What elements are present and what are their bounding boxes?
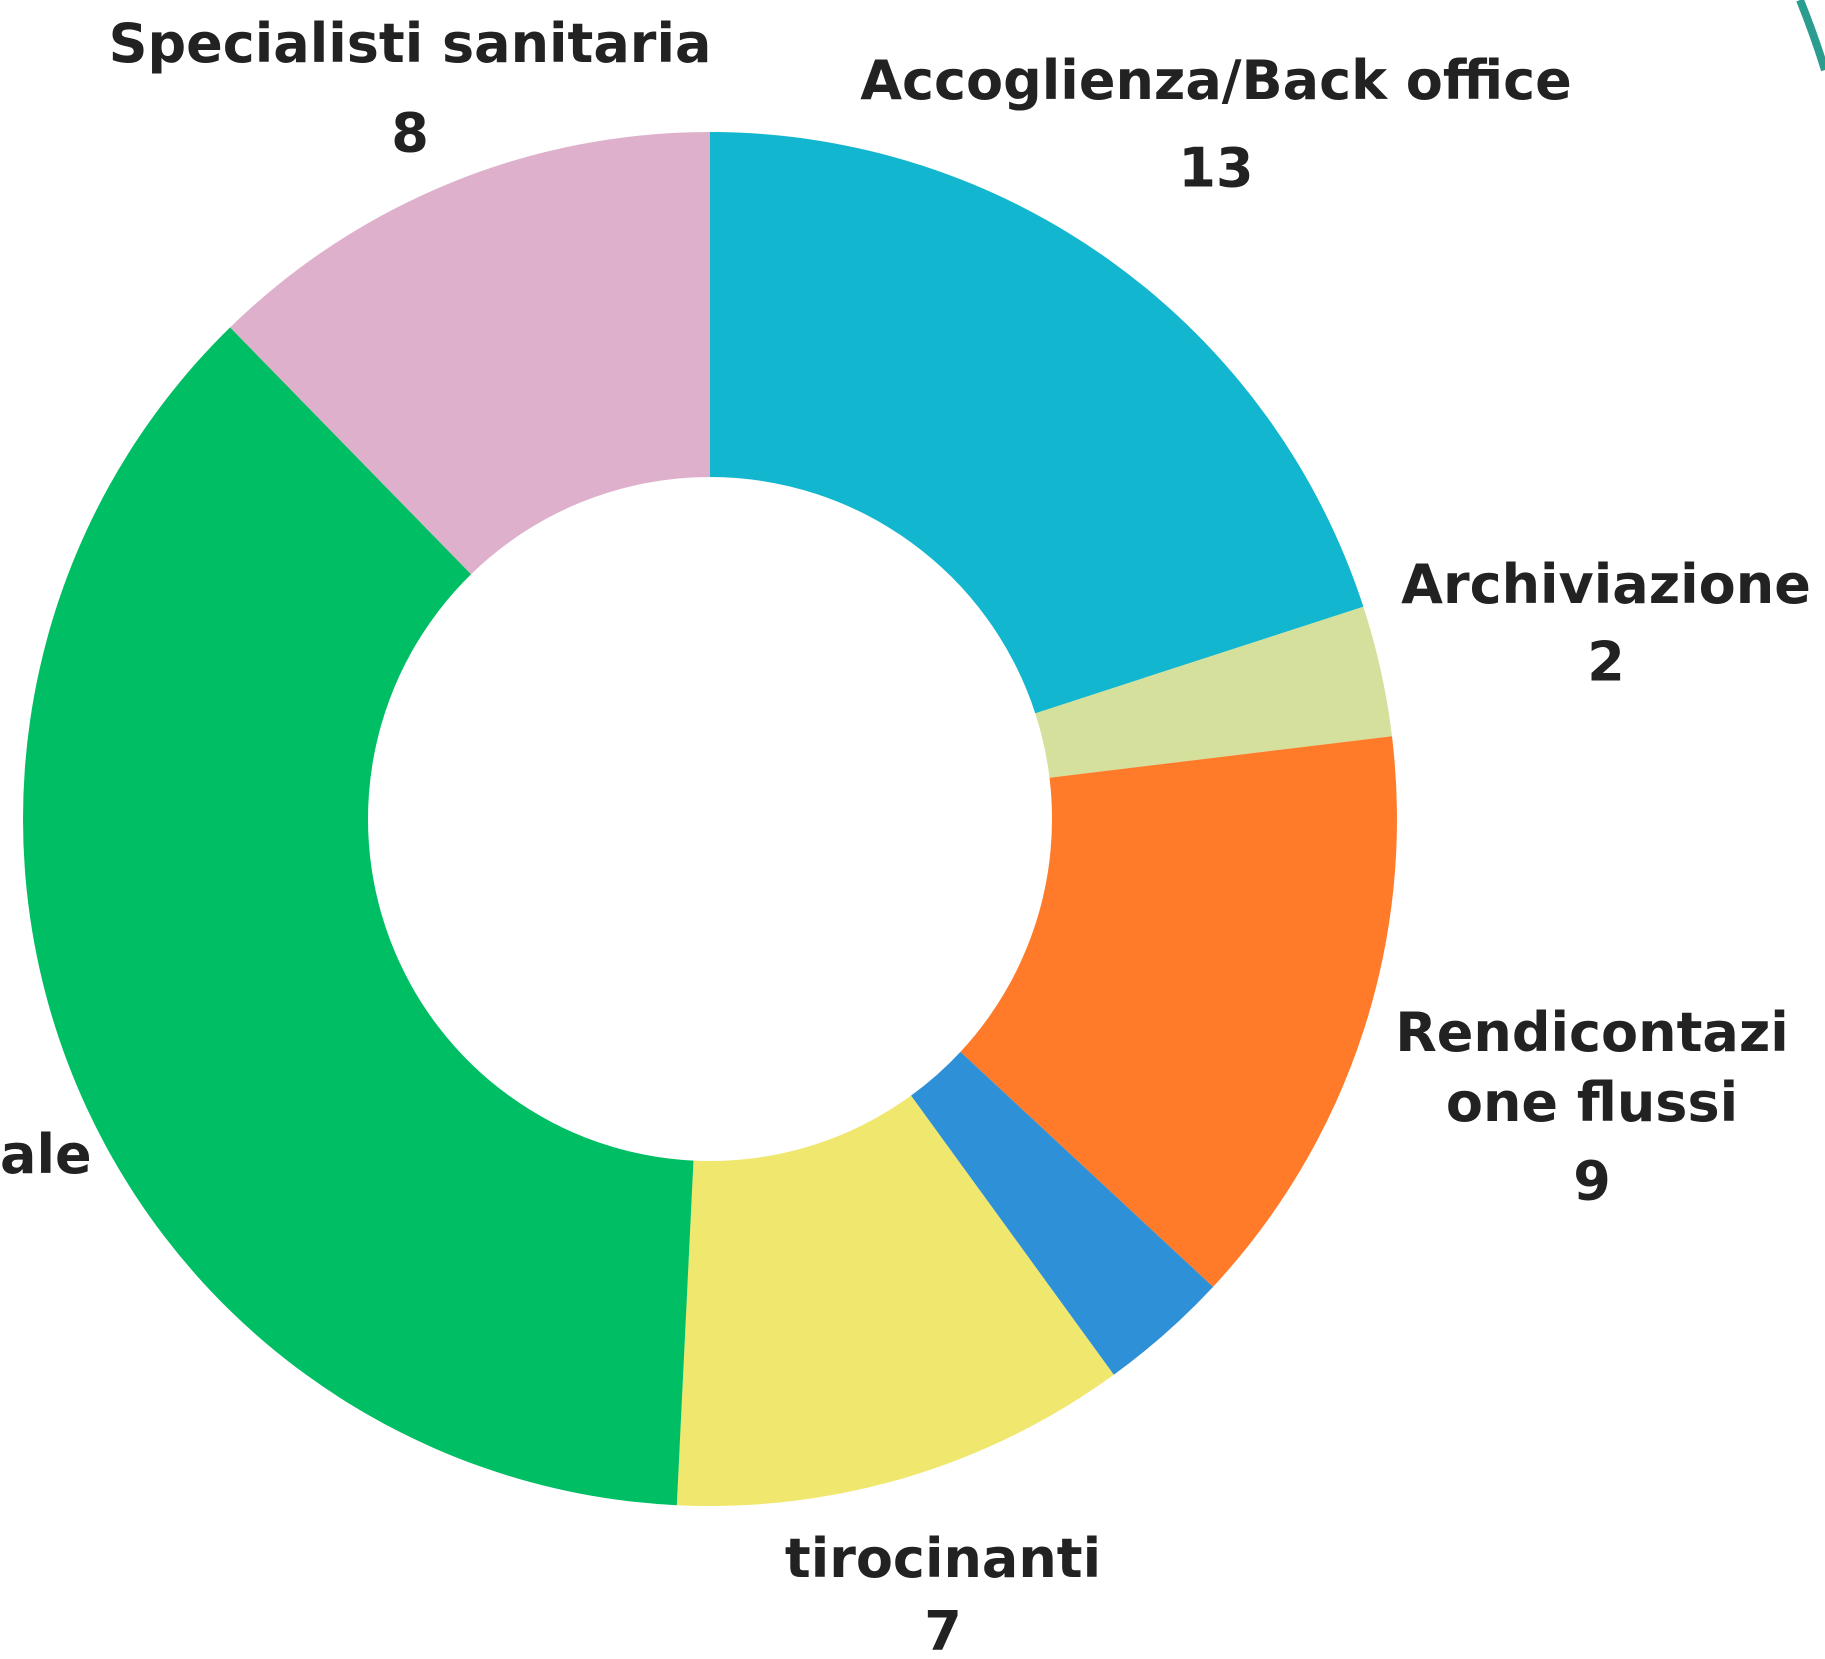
segment-label: Rendicontazi one flussi [1395, 1001, 1789, 1134]
donut-segment [676, 1095, 1114, 1507]
decoration-arc [1796, 0, 1825, 72]
value-label: 2 [1587, 631, 1625, 694]
segment-label: tirocinanti [785, 1527, 1101, 1590]
segment-label: Specialisti sanitaria [109, 12, 712, 75]
label-line: ale [0, 1123, 92, 1186]
segment-label: Archiviazione [1401, 553, 1811, 616]
label-line: one flussi [1446, 1071, 1738, 1134]
segment-label: Accoglienza/Back office [860, 49, 1572, 112]
value-label: 13 [1178, 137, 1253, 200]
label-line: Archiviazione [1401, 553, 1811, 616]
donut-segment [23, 327, 694, 1506]
donut-segment [230, 132, 711, 575]
donut-segment [710, 132, 1364, 714]
donut-segment [960, 736, 1397, 1287]
segment-label: ale [0, 1123, 92, 1186]
donut-segment [1035, 606, 1392, 778]
value-label: 9 [1573, 1150, 1611, 1213]
value-label: 8 [391, 102, 429, 165]
label-line: Rendicontazi [1395, 1001, 1789, 1064]
value-label: 7 [924, 1600, 962, 1659]
label-line: Specialisti sanitaria [109, 12, 712, 75]
label-line: Accoglienza/Back office [860, 49, 1572, 112]
label-line: tirocinanti [785, 1527, 1101, 1590]
donut-segment [911, 1051, 1214, 1375]
